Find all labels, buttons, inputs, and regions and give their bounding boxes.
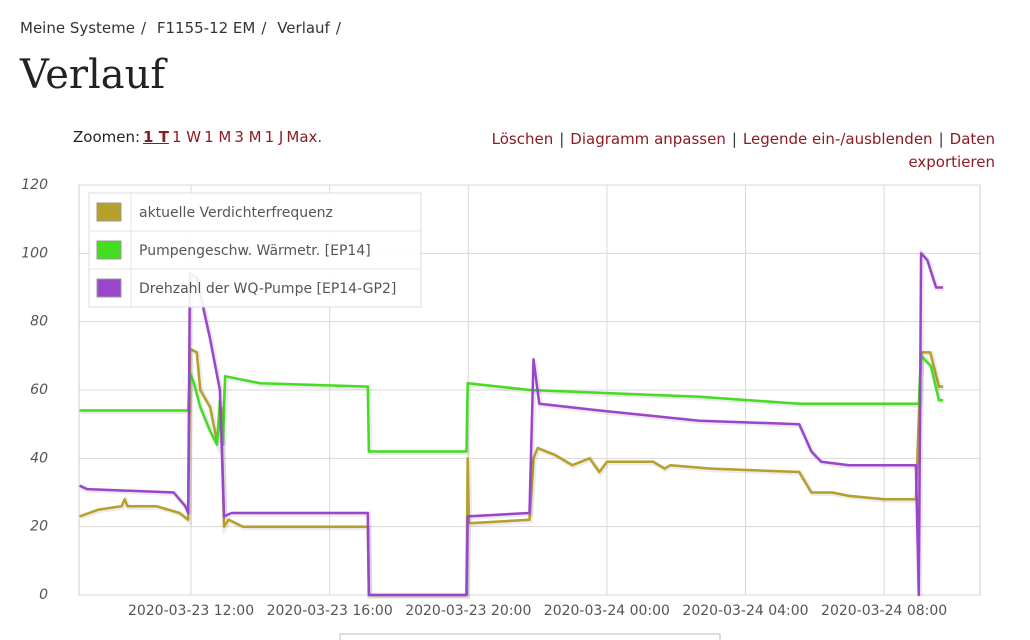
zoom-option[interactable]: 1 J bbox=[264, 128, 284, 146]
zoom-option[interactable]: Max. bbox=[286, 128, 323, 146]
y-tick-label: 20 bbox=[30, 519, 48, 535]
breadcrumb-link[interactable]: Verlauf bbox=[277, 19, 330, 37]
legend-label: aktuelle Verdichterfrequenz bbox=[139, 205, 333, 221]
x-tick-label: 2020-03-24 04:00 bbox=[682, 603, 808, 619]
zoom-option[interactable]: 1 M bbox=[204, 128, 232, 146]
zoom-option[interactable]: 1 T bbox=[143, 128, 169, 146]
legend-label: Pumpengeschw. Wärmetr. [EP14] bbox=[139, 243, 371, 259]
y-tick-label: 100 bbox=[21, 245, 48, 261]
zoom-label: Zoomen: bbox=[73, 128, 141, 146]
x-tick-label: 2020-03-24 00:00 bbox=[544, 603, 670, 619]
action-link[interactable]: Löschen bbox=[491, 130, 554, 148]
y-tick-label: 120 bbox=[21, 177, 48, 193]
separator: / bbox=[335, 19, 341, 37]
y-tick-label: 40 bbox=[30, 450, 48, 466]
x-tick-label: 2020-03-24 08:00 bbox=[821, 603, 947, 619]
legend-box bbox=[88, 192, 422, 308]
action-link[interactable]: Daten exportieren bbox=[908, 130, 995, 171]
breadcrumb-link[interactable]: F1155-12 EM bbox=[156, 19, 256, 37]
legend-label: Drehzahl der WQ-Pumpe [EP14-GP2] bbox=[139, 281, 396, 297]
separator: / bbox=[141, 19, 147, 37]
legend-item[interactable]: Pumpengeschw. Wärmetr. [EP14] bbox=[96, 240, 371, 260]
zoom-option[interactable]: 3 M bbox=[234, 128, 262, 146]
y-tick-label: 0 bbox=[39, 587, 48, 603]
legend-swatch bbox=[96, 202, 122, 222]
x-tick-label: 2020-03-23 16:00 bbox=[267, 603, 393, 619]
separator: | bbox=[938, 130, 944, 148]
heading: Verlauf bbox=[20, 52, 166, 98]
action-link[interactable]: Legende ein-/ausblenden bbox=[742, 130, 933, 148]
legend-swatch bbox=[96, 240, 122, 260]
x-tick-label: 2020-03-23 20:00 bbox=[405, 603, 531, 619]
y-tick-label: 80 bbox=[30, 314, 48, 330]
y-tick-label: 60 bbox=[30, 382, 48, 398]
legend-item[interactable]: aktuelle Verdichterfrequenz bbox=[96, 202, 333, 222]
legend-item[interactable]: Drehzahl der WQ-Pumpe [EP14-GP2] bbox=[96, 278, 396, 298]
legend-swatch bbox=[96, 278, 122, 298]
breadcrumb-link[interactable]: Meine Systeme bbox=[20, 19, 136, 37]
separator: | bbox=[559, 130, 565, 148]
separator: | bbox=[731, 130, 737, 148]
breadcrumb: Meine Systeme / F1155-12 EM / Verlauf / bbox=[20, 19, 347, 37]
actions: Löschen | Diagramm anpassen | Legende ein-/a… bbox=[435, 128, 995, 174]
navigator-frame bbox=[339, 633, 721, 640]
zoom-option[interactable]: 1 W bbox=[171, 128, 202, 146]
separator: / bbox=[261, 19, 267, 37]
action-link[interactable]: Diagramm anpassen bbox=[570, 130, 726, 148]
x-tick-label: 2020-03-23 12:00 bbox=[128, 603, 254, 619]
